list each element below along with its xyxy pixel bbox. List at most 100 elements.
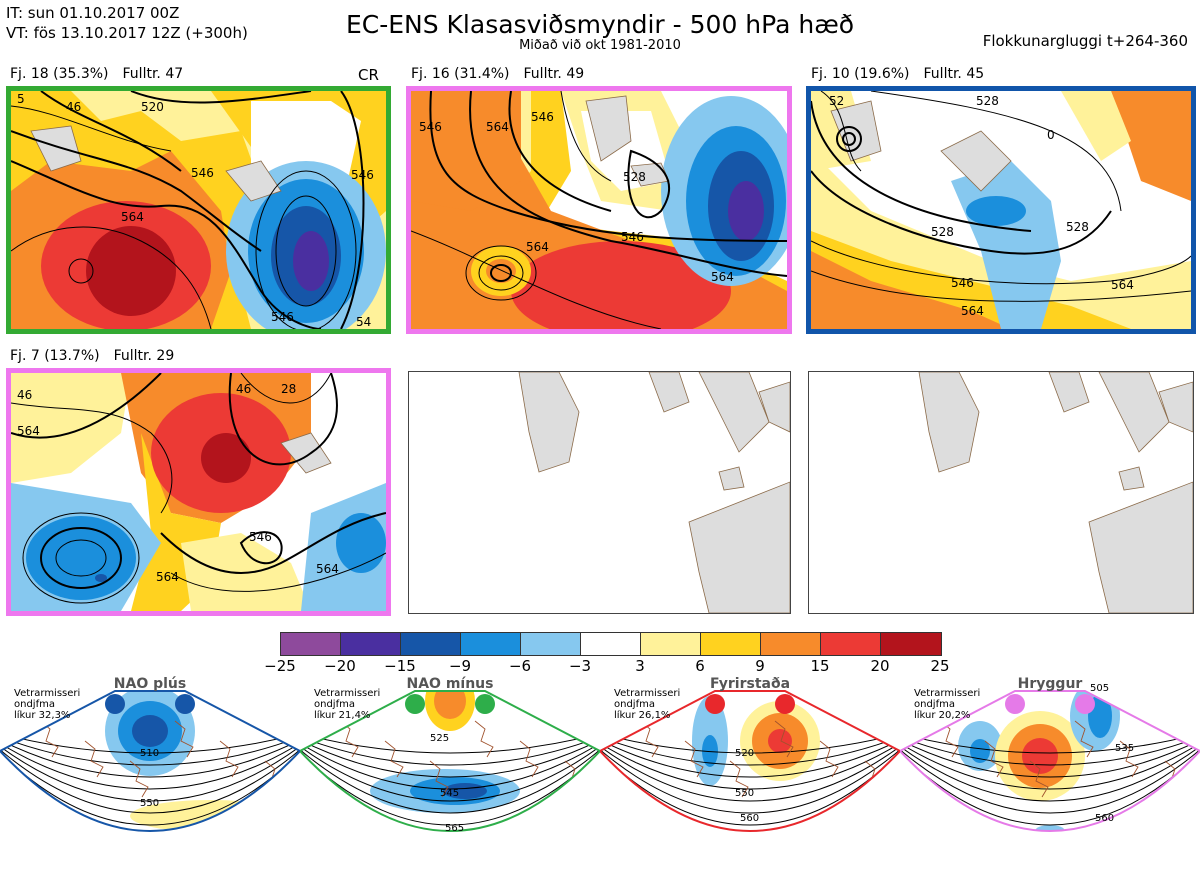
regime-info-line: Vetrarmisseri [914,688,981,699]
cluster-3-contour-label: 528 [1066,220,1089,234]
coastline [984,740,1004,778]
colorbar-tick-label: 3 [635,657,645,675]
height-contour [900,732,1200,766]
regime-info: Vetrarmisseri ondjfma líkur 20,2% [914,688,980,721]
regime-marker [705,694,725,714]
coastline [519,740,539,778]
cluster-3-contour-label: 528 [931,225,954,239]
colorbar-swatch [761,633,821,655]
height-contour [900,736,1200,790]
height-contour [300,734,600,778]
cluster-4-contour-label: 546 [249,530,272,544]
regime-info: Vetrarmisseri ondjfma líkur 26,1% [614,688,680,721]
cluster-4-contour-label: 28 [281,382,296,396]
height-contour [300,732,600,766]
regime-contour-label: 565 [445,823,464,834]
regime-name: NAO mínus [406,676,494,692]
regime-contour-label: 545 [440,788,459,799]
regime-info-line: Vetrarmisseri [314,688,381,699]
anomaly-area [970,739,990,763]
regime-outline [900,690,1200,832]
regime-marker [1005,694,1025,714]
colorbar-tick-label: −15 [384,657,416,675]
regime-info-line: líkur 21,4% [314,710,371,721]
height-contour [0,732,300,766]
regime-info-line: Vetrarmisseri [614,688,681,699]
colorbar-swatch [641,633,701,655]
cluster-2-map: 546 564 546 528 546 564 564 [406,86,792,334]
regime-marker [175,694,195,714]
regime-marker [105,694,125,714]
colorbar-swatch [401,633,461,655]
cluster-2-label: Fj. 16 (31.4%) [411,66,510,82]
regime-marker [1075,694,1095,714]
coastline [474,720,494,758]
cluster-1-caption: Fj. 18 (35.3%) Fulltr. 47 [10,66,183,82]
colorbar-swatch [581,633,641,655]
cluster-3-contour-label: 564 [1111,278,1134,292]
page-title: EC-ENS Klasasviðsmyndir - 500 hPa hæð [345,10,855,39]
regime-info-line: ondjfma [914,699,955,710]
regime-contour-label: 550 [140,798,159,809]
colorbar-tick-label: 15 [810,657,830,675]
height-contour [900,738,1200,802]
coastline [1119,740,1139,778]
cluster-4-map: 46 564 46 28 546 564 564 [6,368,391,616]
cluster-1-contour-label: 46 [66,100,81,114]
regime-contour-label: 560 [740,813,759,824]
height-contour [300,730,600,754]
coastline [219,740,239,778]
colorbar-swatch [821,633,881,655]
cluster-4-representative: Fulltr. 29 [113,348,175,364]
regime-info-line: líkur 26,1% [614,710,671,721]
cluster-1-contour-label: 546 [191,166,214,180]
regime-info-line: ondjfma [14,699,55,710]
cluster-4-contour-label: 564 [316,562,339,576]
regime-outline [0,690,300,832]
coastline [384,740,404,778]
regime-panel: 520 550 560 Fyrirstaða Vetrarmisseri ondjfma l… [600,676,900,871]
colorbar-swatch [341,633,401,655]
colorbar-tick-label: −9 [448,657,472,675]
anomaly-area [443,783,487,799]
regime-info: Vetrarmisseri ondjfma líkur 21,4% [314,688,380,721]
colorbar-swatch [881,633,941,655]
anomaly-area [702,735,718,767]
anomaly-colorbar [280,632,942,656]
cluster-3-contour-label: 546 [951,276,974,290]
cluster-3-label: Fj. 10 (19.6%) [811,66,910,82]
regime-info-line: ondjfma [314,699,355,710]
colorbar-tick-label: −20 [324,657,356,675]
colorbar-tick-label: −3 [568,657,592,675]
regime-contour-label: 560 [1095,813,1114,824]
coastline [729,760,749,798]
cluster-3-caption: Fj. 10 (19.6%) Fulltr. 45 [811,66,984,82]
cluster-4-caption: Fj. 7 (13.7%) Fulltr. 29 [10,348,174,364]
regime-name: NAO plús [113,676,187,692]
height-contour [0,736,300,790]
cluster-1-map: 5 46 520 546 564 546 546 54 [6,86,391,334]
classification-window: Flokkunargluggi t+264-360 [982,32,1188,50]
colorbar-ticks: −25 −20 −15 −9 −6 −3 3 6 9 15 20 25 [260,657,960,677]
cluster-1-representative: Fulltr. 47 [122,66,184,82]
colorbar-tick-label: 25 [930,657,950,675]
cluster-1-label: Fj. 18 (35.3%) [10,66,109,82]
height-contour [0,740,300,814]
cluster-1-contour-label: 5 [17,92,25,106]
height-contour [900,734,1200,778]
regime-contour-label: 505 [1090,683,1109,694]
regime-panel: 525 545 565 NAO mínus Vetrarmisseri ondjfma lí… [300,676,600,871]
regime-marker [475,694,495,714]
height-contour [600,740,900,814]
regime-info-line: líkur 20,2% [914,710,971,721]
coastline [429,760,449,798]
coastline [819,740,839,778]
height-contour [300,738,600,802]
colorbar-swatch [521,633,581,655]
height-contour [900,740,1200,814]
cluster-1-contour-label: 546 [351,168,374,182]
cluster-3-contour-label: 564 [961,304,984,318]
valid-time: VT: fös 13.10.2017 12Z (+300h) [6,24,248,42]
cluster-4-label: Fj. 7 (13.7%) [10,348,100,364]
colorbar-tick-label: −25 [264,657,296,675]
